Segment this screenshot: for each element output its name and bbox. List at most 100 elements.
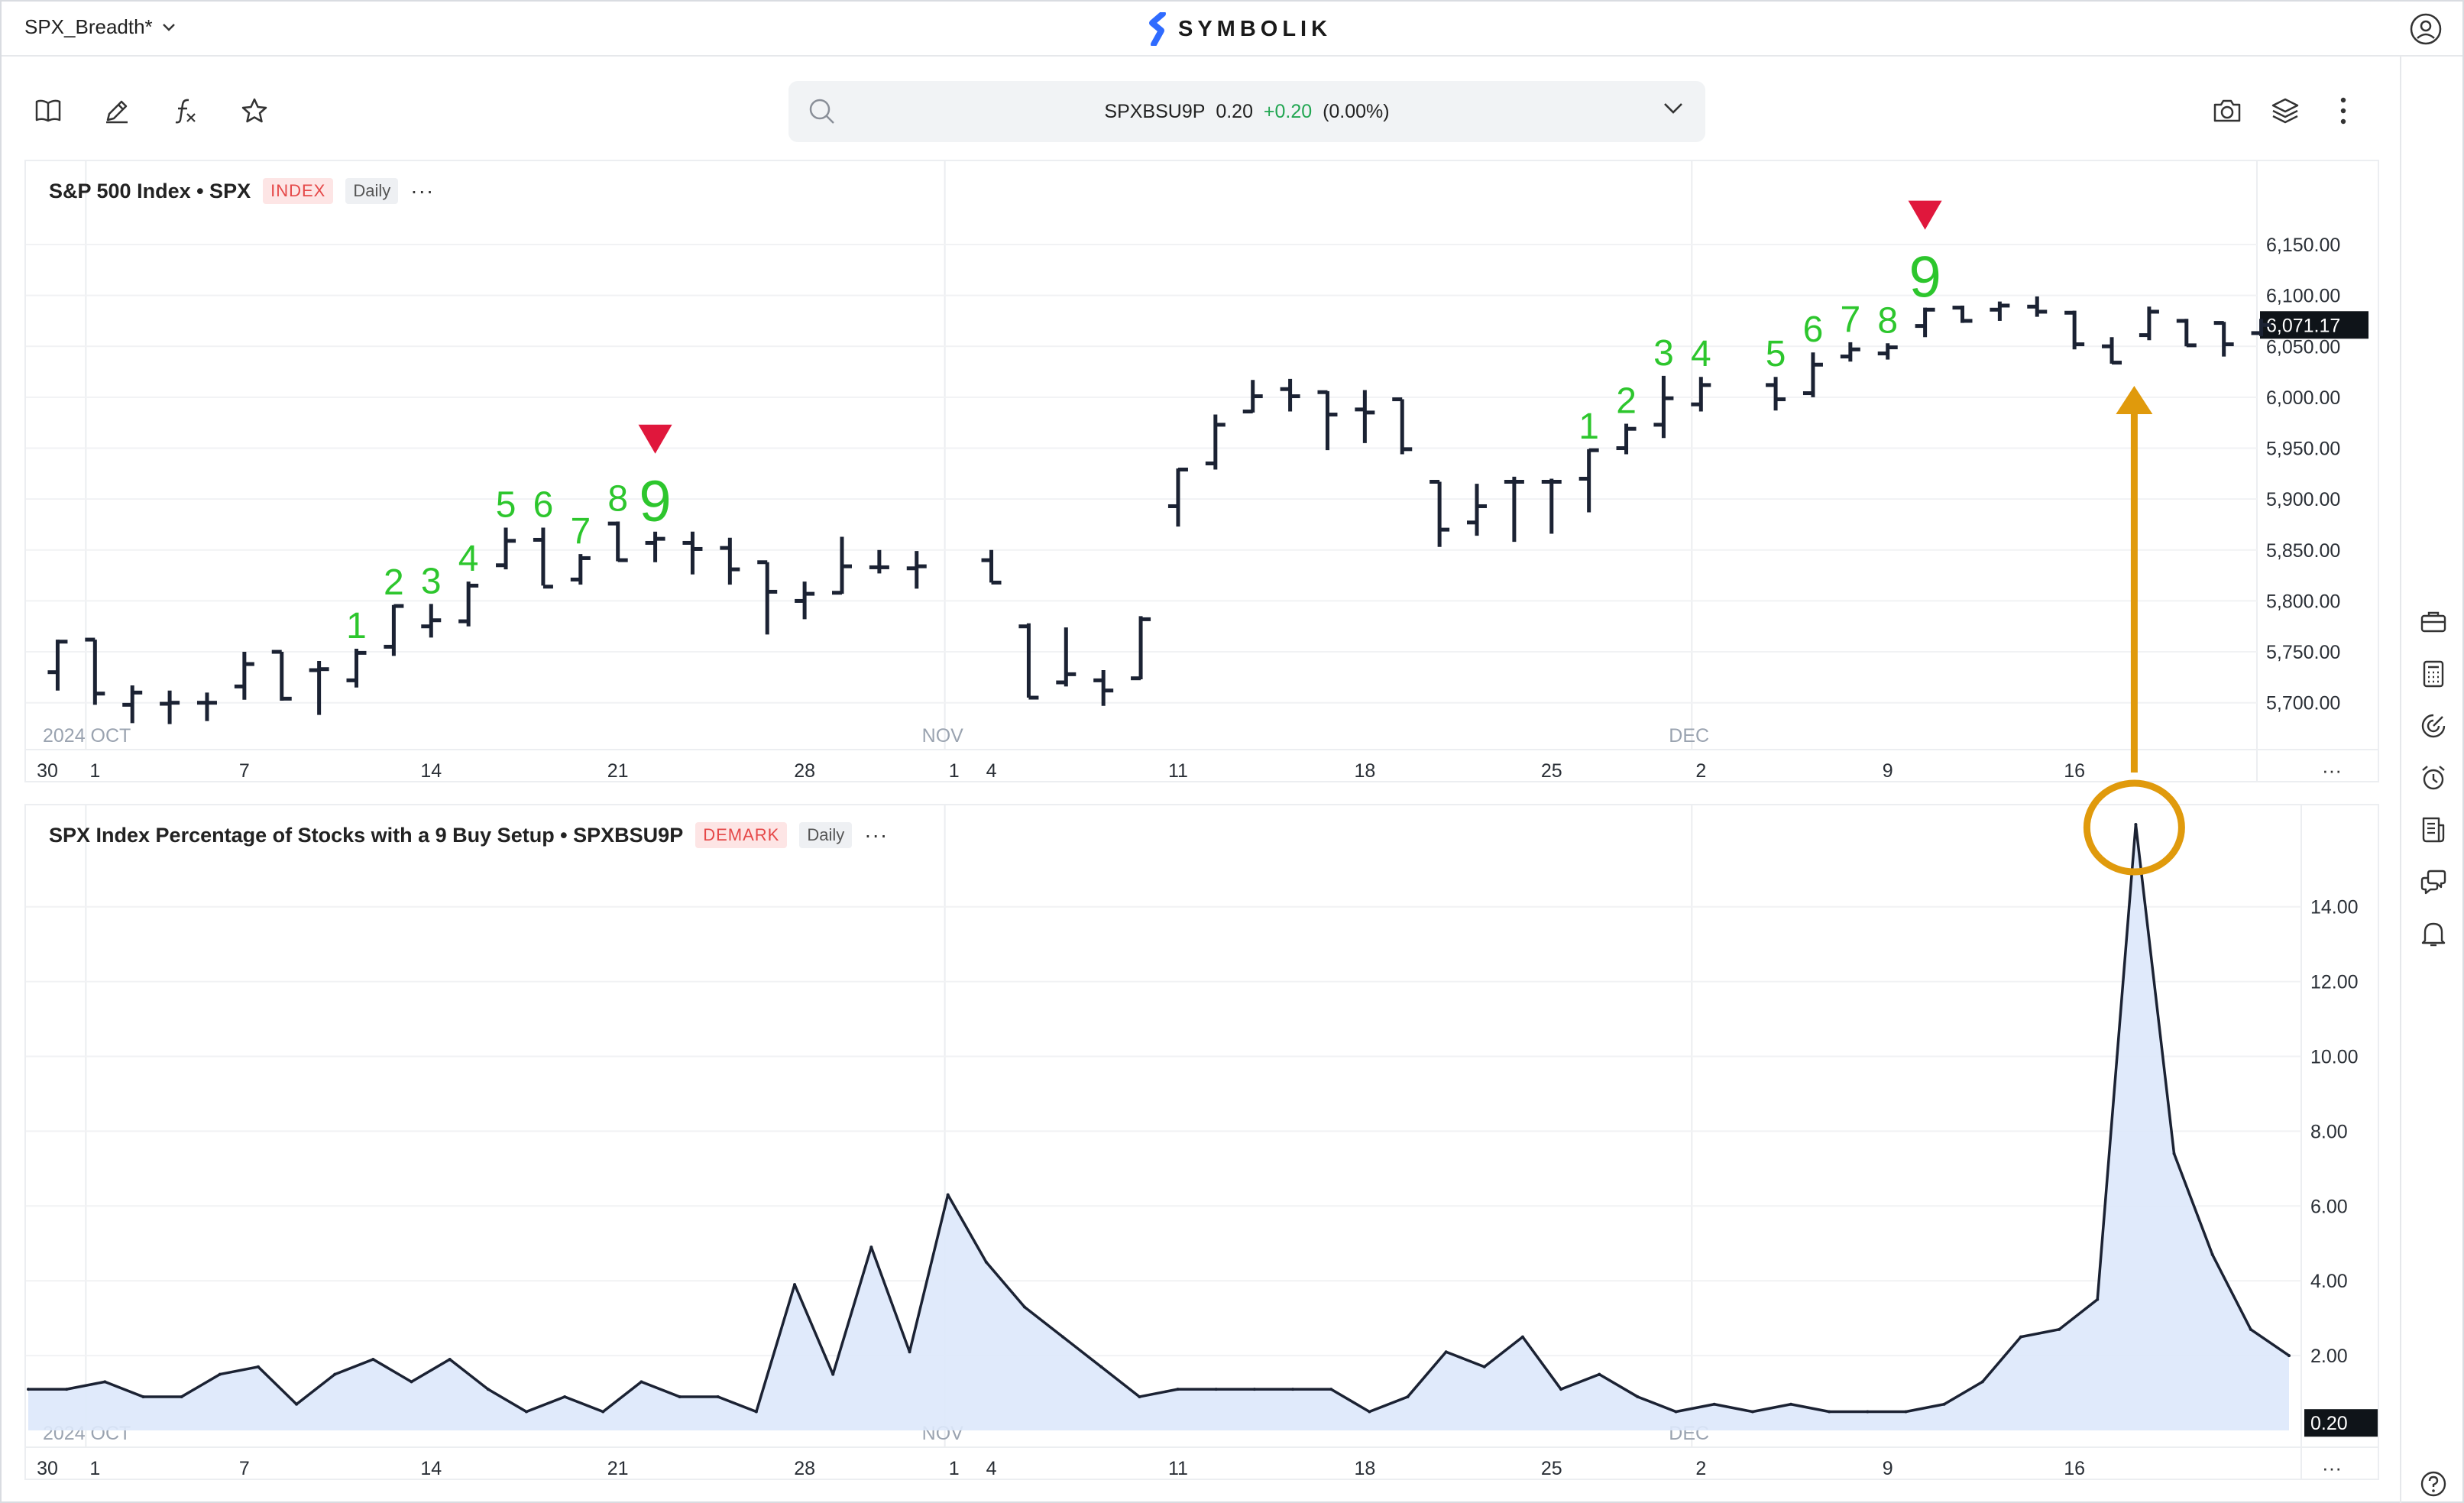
ohlc-bar[interactable]	[1766, 377, 1786, 411]
ohlc-bar[interactable]	[2176, 319, 2197, 348]
interval-tag[interactable]: Daily	[345, 178, 399, 204]
ohlc-bar[interactable]	[271, 649, 292, 701]
favorites-button[interactable]	[237, 93, 272, 128]
sidebar-item-notifications[interactable]	[2417, 917, 2450, 951]
symbolik-logo-icon	[1149, 12, 1166, 46]
library-button[interactable]	[31, 93, 66, 128]
ohlc-bar[interactable]	[421, 604, 442, 638]
symbol-search-bar[interactable]: SPXBSU9P 0.20 +0.20 (0.00%)	[788, 81, 1705, 142]
ohlc-bar[interactable]	[1242, 380, 1263, 414]
ohlc-bar[interactable]	[795, 581, 815, 620]
setup-count-label: 4	[458, 539, 479, 579]
ohlc-bar[interactable]	[2139, 306, 2159, 341]
ohlc-bar[interactable]	[1877, 343, 1898, 360]
ohlc-bar[interactable]	[720, 537, 740, 585]
ohlc-bar[interactable]	[1018, 623, 1039, 700]
price-chart-pane: 2024 OCT NOV DEC 5,700.00 5,750.00 5,800.00 5,…	[24, 160, 2379, 782]
more-options-button[interactable]	[2326, 93, 2361, 128]
ohlc-bar[interactable]	[1056, 627, 1077, 687]
ohlc-bar[interactable]	[645, 531, 665, 562]
ohlc-bar[interactable]	[458, 581, 479, 627]
ohlc-bar[interactable]	[196, 692, 217, 721]
series-point	[27, 1388, 30, 1391]
series-point	[1750, 1410, 1754, 1414]
layers-button[interactable]	[2268, 93, 2303, 128]
ohlc-bar[interactable]	[1653, 375, 1674, 439]
alarm-clock-icon	[2422, 766, 2445, 790]
ohlc-bar[interactable]	[1093, 670, 1114, 706]
ohlc-bar[interactable]	[2064, 310, 2085, 350]
series-point	[1520, 1335, 1524, 1339]
chevron-down-icon[interactable]	[1663, 101, 1684, 116]
ohlc-bar[interactable]	[1691, 377, 1711, 412]
ohlc-bar[interactable]	[1317, 390, 1338, 451]
ohlc-bar[interactable]	[2102, 337, 2122, 365]
search-icon	[809, 99, 834, 124]
sidebar-item-news[interactable]	[2417, 813, 2450, 847]
ohlc-bar[interactable]	[1131, 616, 1151, 681]
indicator-chart-menu-button[interactable]: ···	[864, 823, 889, 847]
ohlc-bar[interactable]	[1467, 484, 1488, 536]
ohlc-bar[interactable]	[1167, 468, 1188, 527]
ohlc-bar[interactable]	[2213, 321, 2234, 357]
ohlc-bar[interactable]	[1504, 476, 1524, 543]
spxbsu9p-area-chart[interactable]: 2024 OCT NOV DEC2.004.006.008.0010.0012.00…	[26, 805, 2378, 1479]
ohlc-bar[interactable]	[1840, 342, 1860, 362]
sidebar-item-portfolio[interactable]	[2417, 605, 2450, 639]
ohlc-bar[interactable]	[1355, 390, 1375, 443]
user-profile-button[interactable]	[2409, 12, 2443, 46]
y-tick-label: 5,750.00	[2266, 642, 2340, 663]
sidebar-item-calculator[interactable]	[2417, 657, 2450, 691]
series-point	[2134, 823, 2138, 826]
ohlc-bar[interactable]	[85, 637, 105, 705]
ohlc-bar[interactable]	[160, 690, 180, 724]
ohlc-bar[interactable]	[1280, 378, 1300, 412]
ohlc-bar[interactable]	[346, 649, 367, 688]
ohlc-bar[interactable]	[981, 549, 1002, 585]
ohlc-bar[interactable]	[757, 560, 778, 635]
ohlc-bar[interactable]	[122, 685, 143, 724]
ohlc-bar[interactable]	[1392, 397, 1413, 455]
indicator-interval-tag[interactable]: Daily	[799, 822, 853, 848]
sidebar-item-chat[interactable]	[2417, 865, 2450, 899]
snapshot-button[interactable]	[2210, 93, 2245, 128]
ohlc-bar[interactable]	[1915, 307, 1935, 338]
ohlc-bar[interactable]	[1578, 448, 1599, 513]
ohlc-bar[interactable]	[869, 549, 889, 574]
setup-count-label: 8	[1877, 300, 1898, 341]
draw-button[interactable]	[99, 93, 134, 128]
ohlc-bar[interactable]	[1802, 352, 1823, 397]
workspace-selector[interactable]: SPX_Breadth*	[24, 15, 176, 39]
sidebar-item-help[interactable]	[2417, 1467, 2450, 1501]
ohlc-bar[interactable]	[607, 521, 628, 562]
ohlc-bar[interactable]	[384, 604, 404, 656]
ohlc-bar[interactable]	[309, 661, 329, 715]
ohlc-bar[interactable]	[682, 531, 703, 575]
ohlc-bar[interactable]	[234, 652, 254, 700]
x-tick-label: 25	[1541, 760, 1562, 781]
x-tick-label: 1	[949, 1458, 960, 1479]
ohlc-bar[interactable]	[906, 551, 927, 589]
x-tick-label: 18	[1354, 1458, 1375, 1479]
ohlc-bar[interactable]	[2027, 296, 2048, 317]
ohlc-bar[interactable]	[496, 527, 516, 570]
ohlc-bar[interactable]	[570, 554, 591, 585]
ohlc-bar[interactable]	[1990, 301, 2010, 321]
ohlc-bar[interactable]	[1616, 423, 1637, 455]
ohlc-bar[interactable]	[47, 640, 68, 691]
sidebar-item-scanner[interactable]	[2417, 709, 2450, 743]
sidebar-item-alerts-clock[interactable]	[2417, 761, 2450, 795]
spx-ohlc-chart[interactable]: 2024 OCT NOV DEC 5,700.00 5,750.00 5,800.00 5,…	[26, 161, 2378, 781]
ohlc-bar[interactable]	[1430, 479, 1450, 547]
price-chart-menu-button[interactable]: ···	[410, 179, 435, 202]
indicators-button[interactable]	[168, 93, 203, 128]
ohlc-bar[interactable]	[1541, 478, 1562, 534]
ohlc-bars	[47, 296, 2271, 724]
ohlc-bar[interactable]	[831, 536, 852, 595]
ohlc-bar[interactable]	[533, 527, 553, 589]
axis-more-button: ···	[2322, 1456, 2342, 1479]
ohlc-bar[interactable]	[2251, 319, 2271, 336]
ohlc-bar[interactable]	[1205, 414, 1226, 470]
ohlc-bar[interactable]	[1952, 305, 1973, 323]
